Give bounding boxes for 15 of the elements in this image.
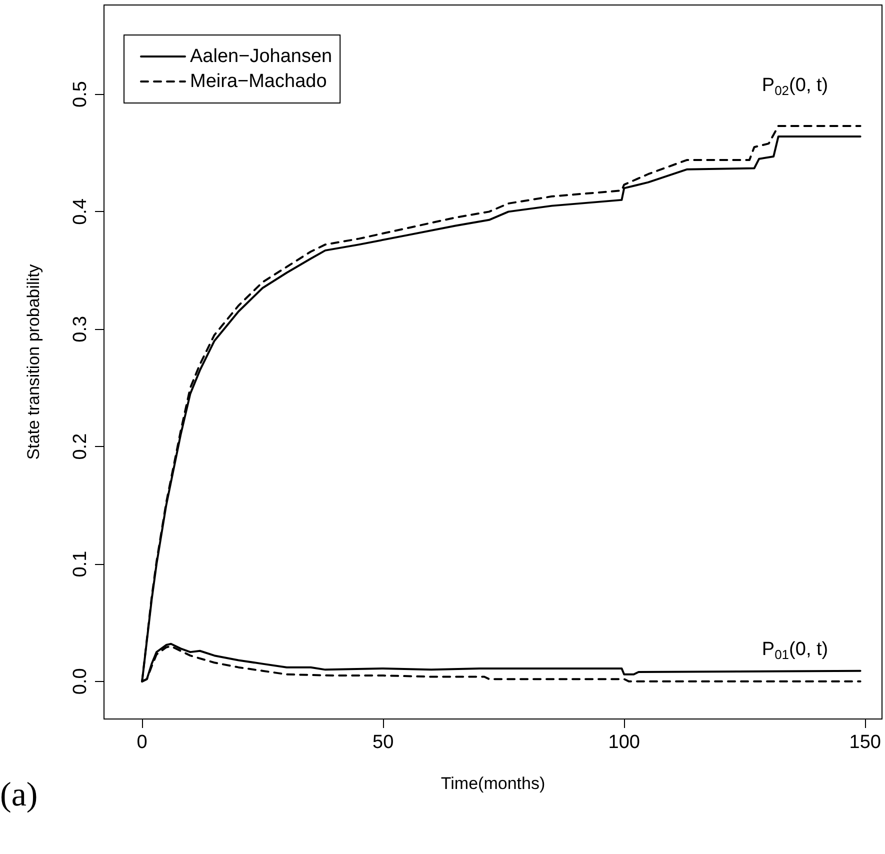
y-tick-label: 0.1 — [70, 550, 91, 578]
y-tick-label: 0.3 — [70, 316, 91, 342]
text: (a) — [0, 776, 38, 814]
y-tick-label: 0.2 — [70, 433, 91, 460]
y-tick-label: 0.5 — [70, 81, 91, 108]
legend-label: Aalen−Johansen — [190, 46, 332, 67]
x-tick-label: 150 — [849, 732, 881, 753]
x-axis-title: Time(months) — [440, 774, 546, 793]
x-tick-label: 0 — [136, 732, 148, 753]
y-tick-label: 0.4 — [70, 198, 91, 225]
y-tick-label: 0.0 — [70, 668, 91, 695]
legend-label: Meira−Machado — [190, 71, 327, 92]
y-axis-title: State transition probability — [24, 264, 43, 460]
x-tick-label: 100 — [608, 732, 640, 753]
x-tick-label: 50 — [372, 732, 394, 753]
